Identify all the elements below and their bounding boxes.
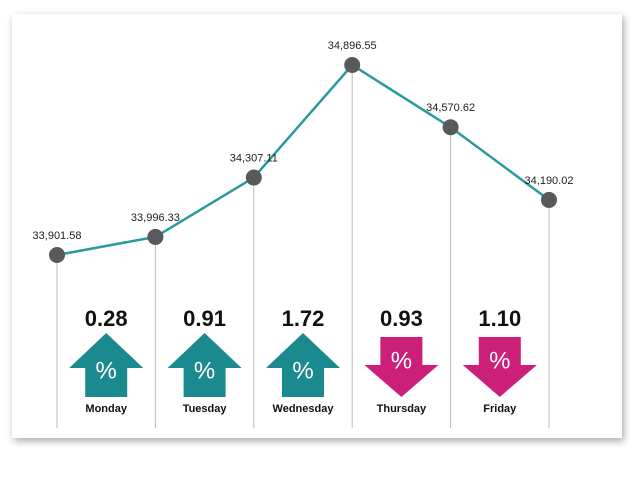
day-label: Thursday (377, 403, 427, 415)
arrow-symbol: % (194, 357, 215, 384)
marker (245, 169, 262, 186)
arrow-symbol: % (96, 357, 117, 384)
down-arrow (462, 337, 537, 397)
change-label: 1.72 (282, 306, 325, 331)
value-label: 33,996.33 (131, 212, 180, 224)
plot: 33,901.58 33,996.33 34,307.11 34,896.55 34,5… (33, 40, 574, 428)
marker (49, 247, 65, 263)
change-label: 0.28 (85, 306, 128, 331)
value-label: 34,896.55 (328, 40, 377, 52)
value-label: 34,307.11 (230, 152, 278, 164)
day-label: Friday (483, 403, 517, 415)
up-arrow (266, 333, 340, 397)
up-arrow (167, 333, 242, 397)
marker (442, 119, 459, 136)
marker (147, 228, 164, 245)
marker (541, 191, 557, 208)
value-label: 34,570.62 (426, 102, 475, 114)
down-arrow (364, 337, 439, 397)
change-label: 1.10 (478, 306, 521, 331)
arrow-symbol: % (292, 357, 313, 384)
value-label: 33,901.58 (33, 230, 82, 242)
line (56, 63, 550, 257)
change-label: 0.93 (380, 306, 423, 331)
day-label: Tuesday (183, 403, 228, 415)
value-label: 34,190.02 (525, 175, 574, 187)
up-arrow (69, 333, 144, 397)
marker (344, 57, 361, 73)
change-label: 0.91 (183, 306, 226, 331)
arrow-symbol: % (489, 347, 510, 374)
day-label: Wednesday (273, 403, 335, 415)
day-label: Monday (85, 403, 127, 415)
arrow-symbol: % (391, 347, 412, 374)
